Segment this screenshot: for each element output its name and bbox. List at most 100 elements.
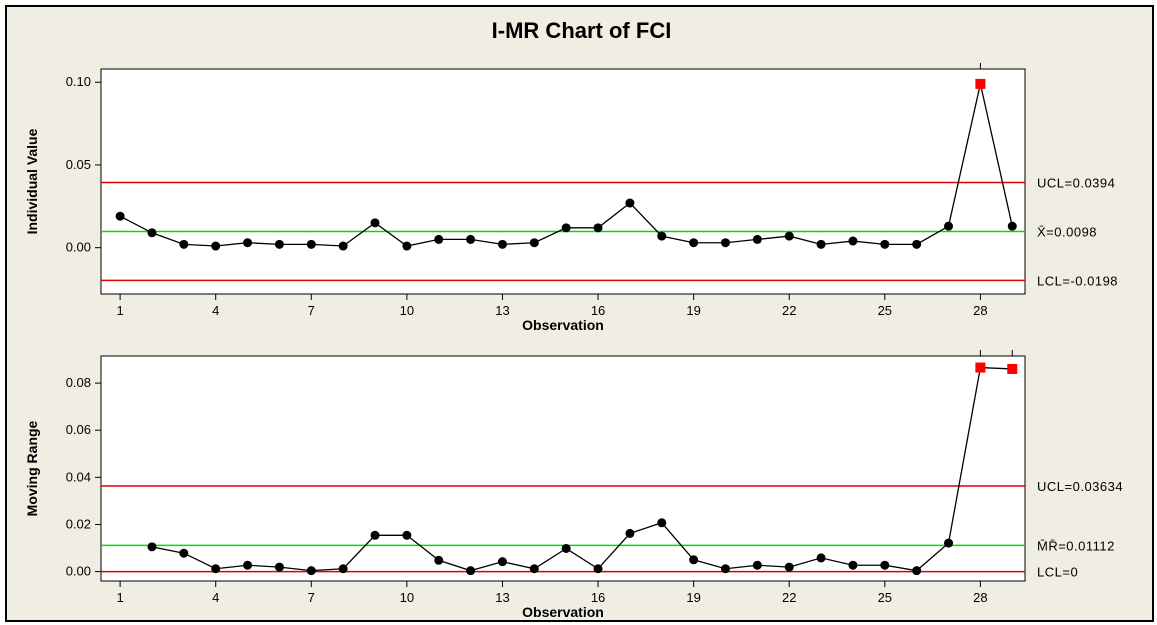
moving-range-panel: 0.00 0.02 0.04 0.06 0.08 1 4 7 10 13 16 19 22 25 28 Obs…	[24, 350, 1123, 620]
moving-range-flagged-point	[975, 363, 985, 373]
individuals-data-point	[147, 228, 156, 237]
moving-range-data-point	[880, 561, 889, 570]
imr-chart: 0.00 0.05 0.10 1 4 7 10 13 16 19 22 25 28 Observation…	[7, 7, 1156, 624]
moving-range-data-point	[721, 564, 730, 573]
individuals-plot-area	[101, 69, 1025, 294]
moving-range-data-point	[434, 556, 443, 565]
individuals-data-point	[817, 240, 826, 249]
moving-range-data-point	[753, 561, 762, 570]
individuals-data-point	[243, 238, 252, 247]
moving-range-xtick-label: 13	[495, 590, 509, 605]
moving-range-xtick-label: 22	[782, 590, 796, 605]
moving-range-data-point	[466, 566, 475, 575]
individuals-xtick-label: 4	[212, 303, 219, 318]
moving-range-xtick-label: 1	[117, 590, 124, 605]
moving-range-ytick-label: 0.02	[66, 516, 91, 531]
moving-range-ytick-label: 0.04	[66, 469, 91, 484]
individuals-data-point	[1008, 222, 1017, 231]
moving-range-data-point	[371, 531, 380, 540]
individuals-data-point	[434, 235, 443, 244]
individuals-data-point	[116, 212, 125, 221]
individuals-data-point	[880, 240, 889, 249]
chart-frame: I-MR Chart of FCI 0.00 0.05 0.10 1 4 7 10 13 16 1…	[5, 5, 1154, 622]
individuals-xtick-label: 28	[973, 303, 987, 318]
moving-range-xtick-label: 28	[973, 590, 987, 605]
moving-range-data-point	[912, 566, 921, 575]
moving-range-flagged-point	[1007, 364, 1017, 374]
moving-range-data-point	[402, 531, 411, 540]
individuals-data-point	[912, 240, 921, 249]
individuals-xtick-label: 16	[591, 303, 605, 318]
moving-range-yaxis-label: Moving Range	[24, 420, 40, 516]
moving-range-xtick-label: 25	[878, 590, 892, 605]
moving-range-data-point	[243, 561, 252, 570]
individuals-data-point	[721, 238, 730, 247]
individuals-ytick-label: 0.00	[66, 240, 91, 255]
moving-range-data-point	[339, 564, 348, 573]
individuals-xtick-label: 22	[782, 303, 796, 318]
moving-range-data-point	[211, 564, 220, 573]
moving-range-center-label: M̄R̄=0.01112	[1037, 538, 1115, 553]
moving-range-xtick-label: 10	[400, 590, 414, 605]
individuals-data-point	[562, 223, 571, 232]
individuals-xtick-label: 7	[308, 303, 315, 318]
moving-range-data-point	[944, 539, 953, 548]
individuals-ytick-label: 0.10	[66, 74, 91, 89]
individuals-xtick-label: 13	[495, 303, 509, 318]
individuals-data-point	[402, 242, 411, 251]
moving-range-data-point	[562, 544, 571, 553]
individuals-data-point	[689, 238, 698, 247]
moving-range-ucl-label: UCL=0.03634	[1037, 479, 1123, 494]
moving-range-data-point	[498, 557, 507, 566]
individuals-data-point	[944, 222, 953, 231]
individuals-data-point	[466, 235, 475, 244]
moving-range-data-point	[307, 566, 316, 575]
individuals-xtick-label: 10	[400, 303, 414, 318]
moving-range-data-point	[848, 561, 857, 570]
moving-range-ytick-label: 0.00	[66, 564, 91, 579]
individuals-xtick-label: 1	[117, 303, 124, 318]
moving-range-data-point	[179, 549, 188, 558]
individuals-center-label: X̄=0.0098	[1037, 224, 1097, 239]
moving-range-xtick-label: 19	[686, 590, 700, 605]
individuals-data-point	[371, 218, 380, 227]
individuals-data-point	[339, 242, 348, 251]
individuals-data-point	[657, 232, 666, 241]
individuals-ucl-label: UCL=0.0394	[1037, 175, 1115, 190]
moving-range-data-point	[689, 555, 698, 564]
moving-range-data-point	[657, 518, 666, 527]
moving-range-data-point	[594, 564, 603, 573]
individuals-data-point	[785, 232, 794, 241]
individuals-xtick-label: 25	[878, 303, 892, 318]
moving-range-lcl-label: LCL=0	[1037, 565, 1078, 580]
individuals-xtick-label: 19	[686, 303, 700, 318]
individuals-data-point	[307, 240, 316, 249]
individuals-lcl-label: LCL=-0.0198	[1037, 273, 1118, 288]
individuals-flagged-point	[975, 79, 985, 89]
individuals-data-point	[498, 240, 507, 249]
individuals-data-point	[275, 240, 284, 249]
moving-range-xtick-label: 16	[591, 590, 605, 605]
moving-range-xtick-label: 4	[212, 590, 219, 605]
moving-range-xaxis-label: Observation	[522, 604, 604, 620]
individuals-data-point	[530, 238, 539, 247]
individuals-data-point	[179, 240, 188, 249]
moving-range-data-point	[530, 564, 539, 573]
individuals-data-point	[848, 237, 857, 246]
moving-range-data-point	[147, 542, 156, 551]
moving-range-data-point	[817, 553, 826, 562]
moving-range-data-point	[625, 529, 634, 538]
moving-range-data-point	[785, 563, 794, 572]
individuals-data-point	[594, 223, 603, 232]
moving-range-data-point	[275, 563, 284, 572]
moving-range-ytick-label: 0.06	[66, 422, 91, 437]
individuals-data-point	[625, 199, 634, 208]
individuals-xaxis-label: Observation	[522, 317, 604, 333]
individuals-ytick-label: 0.05	[66, 157, 91, 172]
individuals-data-point	[753, 235, 762, 244]
individuals-panel: 0.00 0.05 0.10 1 4 7 10 13 16 19 22 25 28 Observation…	[24, 63, 1118, 333]
moving-range-ytick-label: 0.08	[66, 375, 91, 390]
moving-range-xtick-label: 7	[308, 590, 315, 605]
individuals-yaxis-label: Individual Value	[24, 128, 40, 234]
individuals-data-point	[211, 242, 220, 251]
